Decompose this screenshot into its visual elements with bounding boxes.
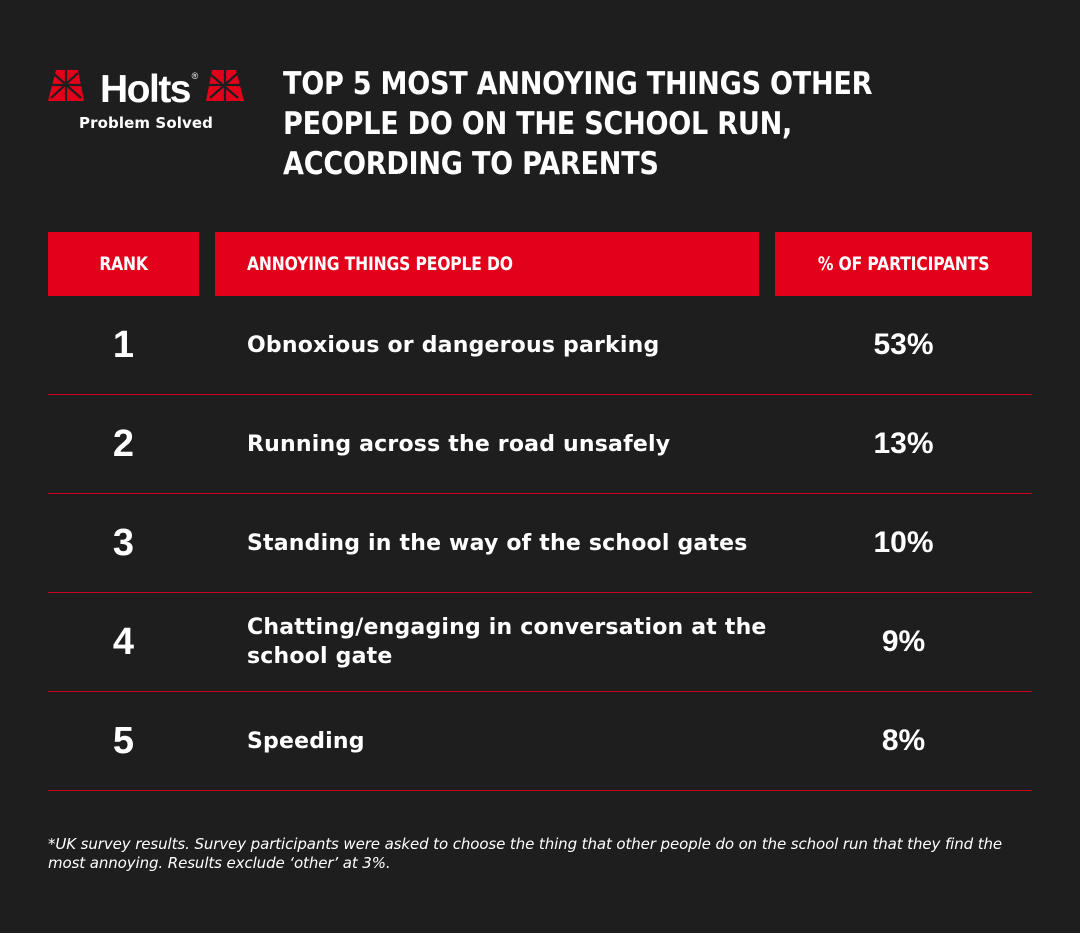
rank-cell: 5 bbox=[112, 719, 135, 762]
logo-tagline: Problem Solved bbox=[79, 114, 213, 132]
rank-cell: 4 bbox=[112, 620, 135, 663]
column-header-thing: Annoying things people do bbox=[215, 232, 759, 296]
union-jack-logo-icon: Holts ® bbox=[48, 68, 244, 110]
percent-cell: 8% bbox=[881, 724, 926, 757]
table-row: 1 Obnoxious or dangerous parking 53% bbox=[48, 296, 1032, 395]
thing-cell: Obnoxious or dangerous parking bbox=[247, 332, 660, 358]
rank-cell: 3 bbox=[112, 521, 135, 564]
table-row: 4 Chatting/engaging in conversation at t… bbox=[48, 593, 1032, 692]
rank-cell: 2 bbox=[112, 422, 135, 465]
column-header-thing-label: Annoying things people do bbox=[247, 253, 513, 275]
table-row: 5 Speeding 8% bbox=[48, 692, 1032, 791]
column-header-rank: Rank bbox=[48, 232, 199, 296]
thing-cell: Standing in the way of the school gates bbox=[247, 530, 748, 556]
results-table: 1 Obnoxious or dangerous parking 53% 2 R… bbox=[48, 296, 1032, 791]
percent-cell: 53% bbox=[873, 328, 934, 361]
percent-cell: 13% bbox=[873, 427, 934, 460]
holts-logo: Holts ® Problem Solved bbox=[48, 68, 244, 138]
thing-cell: Running across the road unsafely bbox=[247, 431, 671, 457]
logo-wordmark: Holts bbox=[100, 68, 191, 110]
survey-footnote: *UK survey results. Survey participants … bbox=[48, 835, 1003, 872]
registered-mark: ® bbox=[192, 71, 199, 81]
column-header-rank-label: Rank bbox=[99, 253, 148, 275]
thing-cell: Speeding bbox=[247, 728, 365, 754]
thing-cell: Chatting/engaging in conversation at the… bbox=[247, 615, 767, 669]
rank-cell: 1 bbox=[112, 323, 135, 366]
column-header-percent: % of participants bbox=[775, 232, 1032, 296]
table-row: 2 Running across the road unsafely 13% bbox=[48, 395, 1032, 494]
percent-cell: 9% bbox=[881, 625, 926, 658]
table-row: 3 Standing in the way of the school gate… bbox=[48, 494, 1032, 593]
page-title: Top 5 most annoying things other people … bbox=[283, 66, 873, 182]
percent-cell: 10% bbox=[873, 526, 934, 559]
column-header-percent-label: % of participants bbox=[817, 253, 990, 275]
